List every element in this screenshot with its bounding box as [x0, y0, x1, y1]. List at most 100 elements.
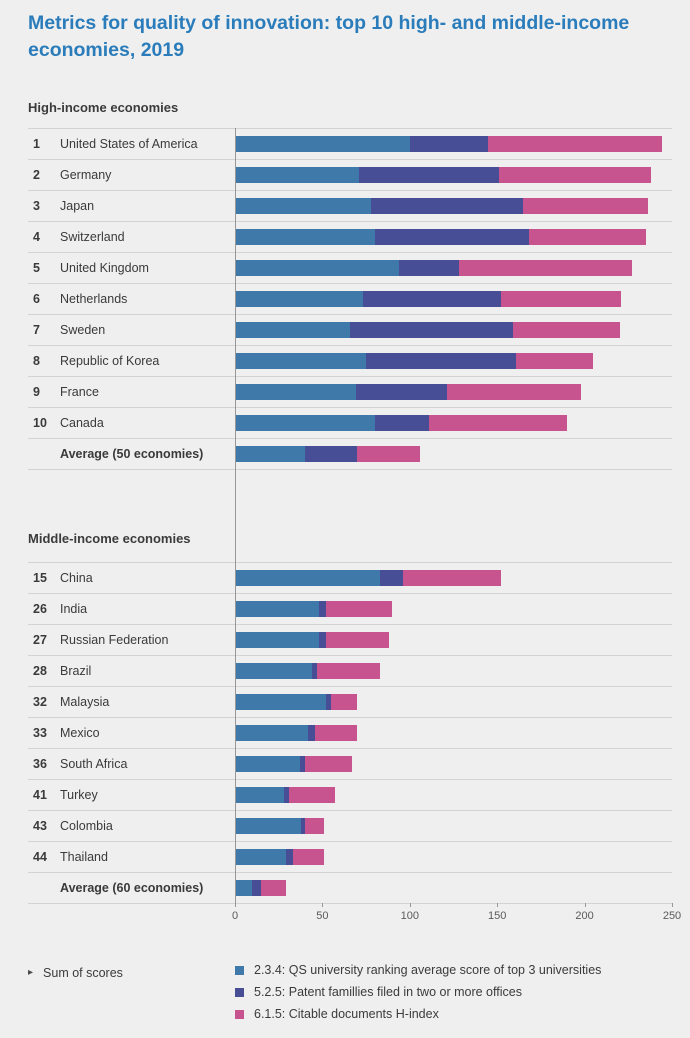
stacked-bar [235, 446, 672, 462]
legend-item: 6.1.5: Citable documents H-index [235, 1007, 601, 1021]
chart-row: Average (60 economies) [28, 873, 672, 904]
bar-segment-patent-families [374, 415, 430, 431]
middle-income-rows: 15 China 26 India 27 Russian Federation 28 Braz… [28, 562, 672, 904]
bar-segment-citable-documents [357, 446, 421, 462]
x-tick-mark [497, 903, 499, 907]
stacked-bar [235, 229, 672, 245]
bar-track [235, 315, 672, 345]
legend-label: 5.2.5: Patent famillies filed in two or … [254, 985, 522, 999]
stacked-bar [235, 198, 672, 214]
row-rank: 7 [33, 323, 40, 337]
bar-segment-qs-university [235, 446, 305, 462]
bar-track [235, 842, 672, 872]
bar-segment-citable-documents [498, 167, 651, 183]
stacked-bar [235, 756, 672, 772]
stacked-bar [235, 663, 672, 679]
stacked-bar [235, 384, 672, 400]
chart-row: 43 Colombia [28, 811, 672, 842]
chart-row: 26 India [28, 594, 672, 625]
bar-segment-patent-families [299, 756, 305, 772]
sum-of-scores-note: ▸ Sum of scores [28, 966, 123, 980]
bar-track [235, 873, 672, 903]
bar-segment-qs-university [235, 601, 319, 617]
legend-label: 6.1.5: Citable documents H-index [254, 1007, 439, 1021]
bar-segment-patent-families [399, 260, 459, 276]
bar-segment-patent-families [301, 818, 305, 834]
section-label-high-income: High-income economies [28, 100, 179, 115]
row-label: Sweden [60, 323, 106, 337]
bar-segment-citable-documents [325, 601, 393, 617]
legend-item: 2.3.4: QS university ranking average sco… [235, 963, 601, 977]
bar-segment-citable-documents [292, 849, 325, 865]
row-label: Germany [60, 168, 112, 182]
chart-row: 1 United States of America [28, 129, 672, 160]
bar-track [235, 439, 672, 469]
bar-segment-qs-university [235, 725, 309, 741]
row-rank: 3 [33, 199, 40, 213]
stacked-bar [235, 849, 672, 865]
row-label: Switzerland [60, 230, 125, 244]
chart-row: 8 Republic of Korea [28, 346, 672, 377]
stacked-bar [235, 415, 672, 431]
x-tick-label: 100 [400, 910, 419, 922]
row-label: Turkey [60, 788, 98, 802]
bar-track [235, 563, 672, 593]
row-label: Republic of Korea [60, 354, 160, 368]
bar-segment-qs-university [235, 663, 312, 679]
x-tick-mark [584, 903, 586, 907]
chart-row: 33 Mexico [28, 718, 672, 749]
bar-segment-patent-families [380, 570, 403, 586]
stacked-bar [235, 353, 672, 369]
row-rank: 10 [33, 416, 47, 430]
bar-segment-citable-documents [325, 632, 389, 648]
chart-row: 41 Turkey [28, 780, 672, 811]
bar-track [235, 377, 672, 407]
bar-segment-citable-documents [488, 136, 662, 152]
bar-segment-qs-university [235, 167, 360, 183]
row-label: Colombia [60, 819, 113, 833]
chart-row: Average (50 economies) [28, 439, 672, 470]
bar-segment-patent-families [362, 291, 501, 307]
bar-segment-citable-documents [429, 415, 568, 431]
bar-segment-patent-families [304, 446, 358, 462]
legend-swatch-icon [235, 987, 244, 997]
stacked-bar [235, 725, 672, 741]
x-tick-mark [322, 903, 324, 907]
bar-segment-qs-university [235, 694, 326, 710]
bar-segment-qs-university [235, 291, 363, 307]
x-tick-mark [409, 903, 411, 907]
bar-segment-qs-university [235, 818, 302, 834]
y-axis-line [235, 128, 236, 903]
chart-row: 6 Netherlands [28, 284, 672, 315]
row-rank: 2 [33, 168, 40, 182]
bar-segment-qs-university [235, 756, 300, 772]
bar-track [235, 625, 672, 655]
stacked-bar [235, 818, 672, 834]
row-rank: 15 [33, 571, 47, 585]
bar-track [235, 160, 672, 190]
row-rank: 32 [33, 695, 47, 709]
row-rank: 8 [33, 354, 40, 368]
bar-segment-patent-families [325, 694, 332, 710]
bar-track [235, 253, 672, 283]
bar-segment-citable-documents [446, 384, 582, 400]
bar-segment-citable-documents [315, 725, 358, 741]
chart-row: 9 France [28, 377, 672, 408]
bar-segment-qs-university [235, 570, 381, 586]
row-rank: 36 [33, 757, 47, 771]
row-label: Mexico [60, 726, 100, 740]
bar-segment-patent-families [318, 632, 326, 648]
bar-segment-patent-families [252, 880, 262, 896]
bar-track [235, 656, 672, 686]
row-label: South Africa [60, 757, 128, 771]
legend-swatch-icon [235, 965, 244, 975]
bar-track [235, 780, 672, 810]
row-label: China [60, 571, 93, 585]
stacked-bar [235, 632, 672, 648]
bar-track [235, 284, 672, 314]
row-label: United Kingdom [60, 261, 149, 275]
stacked-bar [235, 601, 672, 617]
row-label: Malaysia [60, 695, 110, 709]
bar-segment-patent-families [371, 198, 524, 214]
bar-segment-patent-families [283, 787, 290, 803]
